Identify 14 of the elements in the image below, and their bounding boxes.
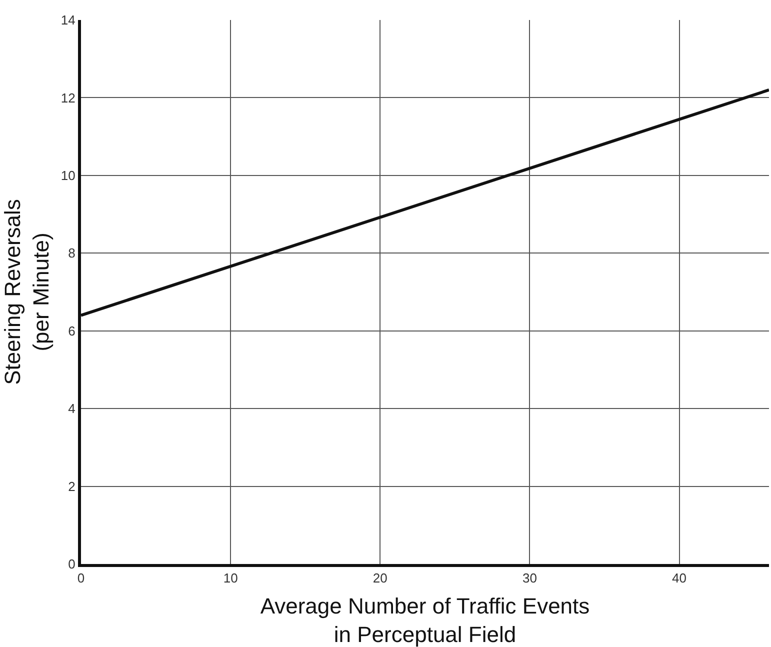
x-axis-title: Average Number of Traffic Events in Perceptual Field [260, 593, 590, 647]
y-tick-label: 8 [68, 246, 76, 261]
y-tick-label: 2 [68, 478, 76, 494]
x-tick-label: 20 [372, 570, 388, 586]
y-axis-title: Steering Reversals (per Minute) [0, 199, 54, 385]
y-tick-label: 10 [60, 168, 76, 183]
y-tick-label: 4 [68, 401, 76, 416]
x-tick-label: 40 [672, 570, 686, 586]
x-tick-label: 10 [223, 570, 238, 586]
x-tick-label: 30 [522, 570, 537, 586]
y-tick-label: 0 [68, 556, 76, 572]
y-tick-label: 6 [68, 323, 76, 338]
y-tick-label: 14 [60, 12, 76, 28]
y-tick-label: 12 [60, 90, 76, 106]
